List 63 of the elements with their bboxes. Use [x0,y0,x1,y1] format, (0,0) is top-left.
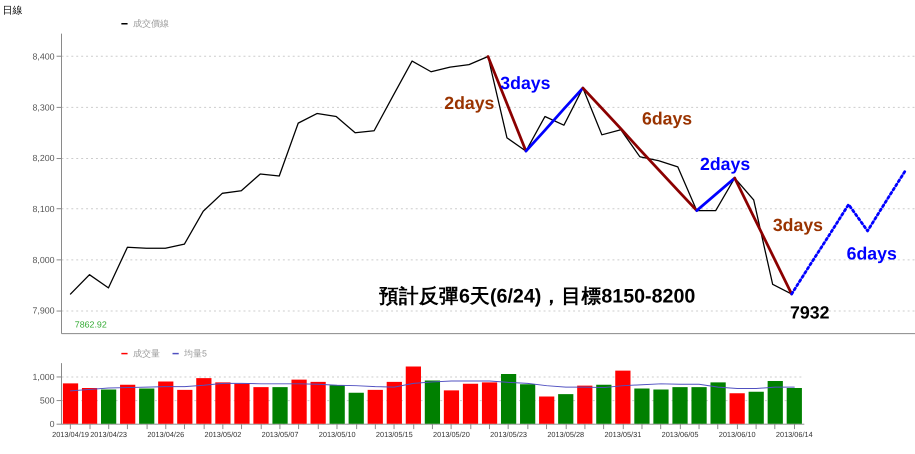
bar [710,382,726,424]
bar [177,390,192,424]
bar [291,380,307,424]
y-tick-label: 0 [50,419,55,430]
bar [406,366,421,424]
line-series [70,380,795,392]
bar [196,378,212,424]
annotation: 6days [642,108,692,129]
y-tick-label: 500 [40,396,55,406]
y-tick-label: 8,400 [32,51,55,62]
bar [348,392,364,424]
annotation: 7932 [790,302,830,322]
bar [634,388,650,424]
bar [62,383,78,424]
annotation: 3days [772,214,824,235]
bar [272,387,288,424]
bar [368,390,383,424]
y-tick-label: 8,100 [32,204,55,214]
bar [691,387,707,424]
bar [596,384,612,424]
bar [234,384,250,424]
bar [139,388,154,424]
annotation: 2days [444,92,495,113]
bar [653,389,669,424]
bar [386,382,402,424]
bar [444,390,460,424]
bar [539,396,554,424]
bar [500,374,516,424]
bar [748,392,764,424]
y-tick-label: 8,300 [32,102,55,112]
bar [330,385,345,424]
bar [786,388,802,424]
annotation: 預計反彈6天(6/24)，目標8150-8200 [378,284,696,308]
y-tick-label: 8,200 [32,153,55,164]
legend-label: 成交量 [132,348,160,359]
bar [730,393,745,424]
y-tick-label: 7,900 [32,306,55,316]
bar [310,382,326,424]
legend-label: 均量5 [182,348,207,359]
bar [462,384,478,424]
line-series [582,86,698,212]
y-tick-label: 1,000 [32,372,55,382]
bar [768,380,783,424]
legend-label: 成交價線 [132,18,169,29]
annotation: 2days [700,154,750,174]
bar [672,387,688,424]
chart-title: 日線 [2,5,22,16]
bar [615,370,630,424]
annotation: 6days [846,243,897,264]
bar [253,387,269,424]
bar [558,394,574,424]
bar [482,382,498,424]
annotation: 7862.92 [74,319,107,330]
y-tick-label: 8,000 [32,254,55,265]
bar [520,384,536,424]
bar [424,380,440,424]
bar [120,384,136,424]
bar [82,388,98,424]
bar [215,382,231,424]
bar [101,389,116,424]
bar [158,381,174,424]
annotation: 3days [500,73,551,94]
bar [577,386,592,424]
